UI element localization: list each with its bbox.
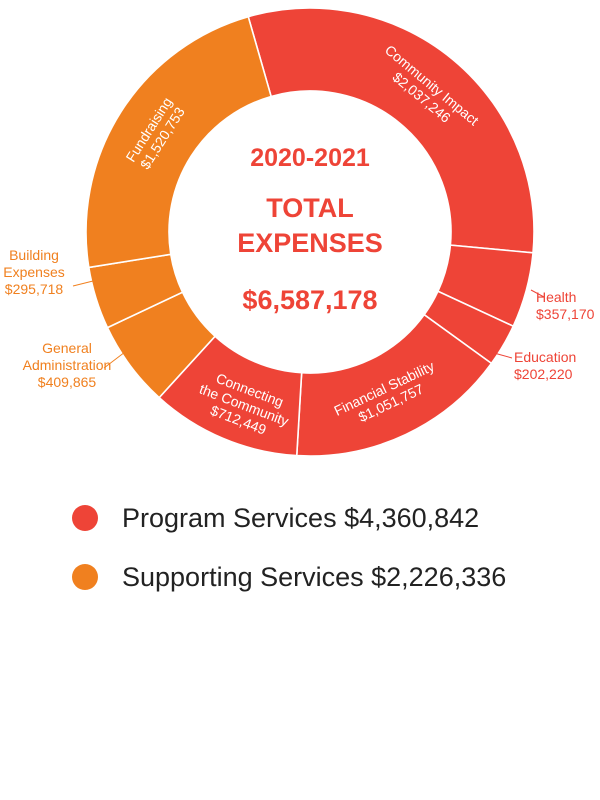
outer-value-building: $295,718 (5, 281, 64, 297)
slice-community (247, 7, 535, 254)
slice-fundraising (85, 15, 273, 269)
outer-name-general: Administration (23, 357, 112, 373)
legend-item-program: Program Services $4,360,842 (72, 498, 572, 538)
outer-value-health: $357,170 (536, 306, 595, 322)
outer-value-education: $202,220 (514, 366, 573, 382)
outer-name-general: General (42, 340, 92, 356)
outer-labels: Health$357,170 Education$202,220 GeneralAd… (3, 247, 594, 390)
outer-name-building: Building (9, 247, 59, 263)
center-title-line2: EXPENSES (237, 228, 383, 258)
center-years: 2020-2021 (250, 144, 370, 172)
legend-label-supporting: Supporting Services $2,226,336 (122, 561, 507, 592)
legend-item-supporting: Supporting Services $2,226,336 (72, 557, 572, 597)
center-title-line1: TOTAL (266, 193, 354, 223)
leader-line-education (493, 352, 513, 359)
legend-dot-supporting (72, 564, 98, 590)
outer-label-education: Education$202,220 (514, 349, 576, 382)
center-total: $6,587,178 (242, 285, 377, 315)
outer-name-building: Expenses (3, 264, 64, 280)
outer-name-health: Health (536, 289, 576, 305)
outer-value-general: $409,865 (38, 374, 97, 390)
leader-line-health (530, 289, 545, 298)
outer-name-education: Education (514, 349, 576, 365)
leader-line-building (72, 280, 94, 287)
legend: Program Services $4,360,842 Supporting S… (72, 498, 572, 616)
center-label: 2020-2021 TOTAL EXPENSES $6,587,178 (237, 144, 383, 315)
donut-slices (85, 7, 535, 457)
outer-label-health: Health$357,170 (536, 289, 595, 322)
legend-label-program: Program Services $4,360,842 (122, 502, 480, 533)
leader-line-general (103, 351, 126, 369)
legend-dot-program (72, 505, 98, 531)
